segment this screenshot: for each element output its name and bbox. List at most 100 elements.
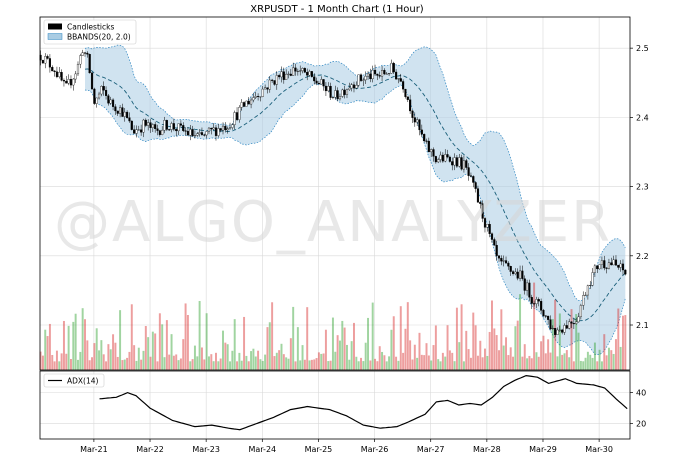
candle-body <box>392 62 395 73</box>
candle-body <box>432 149 435 157</box>
volume-bar <box>271 302 274 370</box>
candle-body <box>537 299 540 302</box>
candle-body <box>420 129 423 135</box>
volume-bar <box>67 325 70 370</box>
volume-bar <box>219 358 222 370</box>
candle-body <box>95 97 98 104</box>
volume-bar <box>397 360 400 370</box>
chart-title: XRPUSDT - 1 Month Chart (1 Hour) <box>250 4 424 15</box>
candle-body <box>369 73 372 80</box>
volume-bar <box>565 350 568 370</box>
volume-bar <box>268 322 271 370</box>
volume-bar <box>86 340 89 370</box>
candle-body <box>121 107 124 117</box>
volume-bar <box>301 345 304 370</box>
candle-body <box>411 110 414 118</box>
volume-bar <box>154 333 157 370</box>
candle-body <box>439 154 442 160</box>
volume-bar <box>41 355 44 370</box>
candle-body <box>193 135 197 137</box>
volume-bar <box>149 356 152 370</box>
volume-bar <box>191 359 194 370</box>
candle-body <box>504 260 508 264</box>
candle-body <box>69 79 73 86</box>
volume-bar <box>193 345 196 370</box>
candlesticks <box>39 49 627 338</box>
volume-bar <box>282 354 285 370</box>
volume-bar <box>238 352 241 370</box>
volume-bar <box>69 359 72 370</box>
candle-body <box>301 68 304 71</box>
candle-body <box>97 93 101 99</box>
volume-bar <box>320 353 323 370</box>
candle-body <box>315 80 318 84</box>
candle-body <box>331 97 335 98</box>
candle-body <box>416 119 419 123</box>
volume-bar <box>376 361 379 370</box>
volume-bar <box>455 307 458 370</box>
price-legend: Candlesticks BBANDS(20, 2.0) <box>43 19 137 45</box>
candle-body <box>259 96 262 98</box>
volume-bar <box>144 326 147 370</box>
candle-body <box>41 59 44 64</box>
volume-bar <box>533 282 536 370</box>
volume-bar <box>313 359 316 370</box>
candle-body <box>399 78 402 82</box>
volume-bar <box>392 316 395 370</box>
candle-body <box>128 117 131 122</box>
candle-body <box>575 321 578 324</box>
volume-bar <box>362 361 365 370</box>
volume-bar <box>252 348 255 370</box>
candle-body <box>591 272 594 286</box>
date-tick-label: Mar-23 <box>192 445 220 454</box>
volume-bar <box>526 358 529 370</box>
candle-body <box>172 123 175 130</box>
candle-body <box>558 329 561 331</box>
volume-bar <box>310 359 313 370</box>
volume-bar <box>91 357 93 370</box>
candle-body <box>76 63 80 75</box>
volume-bar <box>114 342 117 370</box>
candle-body <box>151 124 154 128</box>
candle-body <box>565 325 568 329</box>
candle-body <box>474 182 477 189</box>
volume-bar <box>338 340 341 370</box>
volume-bar <box>495 335 498 370</box>
volume-bar <box>196 356 199 370</box>
candle-body <box>242 102 246 107</box>
candle-body <box>462 160 465 170</box>
volume-bar <box>491 300 493 370</box>
volume-bar <box>512 356 515 370</box>
candle-body <box>226 128 229 131</box>
candle-body <box>114 106 117 112</box>
candle-body <box>533 303 536 305</box>
volume-bar <box>367 317 369 370</box>
volume-bar <box>243 316 246 370</box>
volume-bar <box>168 354 171 370</box>
volume-bar <box>77 359 79 370</box>
legend-candles-label: Candlesticks <box>67 23 114 32</box>
volume-bar <box>411 359 414 370</box>
volume-bar <box>493 328 496 370</box>
candle-body <box>287 73 290 75</box>
candle-body <box>469 175 473 177</box>
volume-bar <box>402 352 405 370</box>
candle-body <box>168 129 171 131</box>
volume-bar <box>140 359 143 370</box>
volume-bar <box>600 361 603 370</box>
price-tick-label: 2.3 <box>636 183 649 192</box>
volume-bar <box>102 354 105 370</box>
volume-bar <box>385 361 388 370</box>
date-tick-label: Mar-26 <box>361 445 389 454</box>
volume-bar <box>622 315 624 370</box>
candle-body <box>104 90 108 96</box>
volume-bar <box>306 307 309 370</box>
volume-bar <box>404 328 407 370</box>
candle-body <box>55 71 59 78</box>
candle-body <box>170 123 173 130</box>
price-panel-frame <box>39 16 631 371</box>
volume-bar <box>51 355 54 370</box>
candle-body <box>458 157 461 167</box>
candle-body <box>556 329 559 335</box>
date-tick-label: Mar-21 <box>80 445 108 454</box>
